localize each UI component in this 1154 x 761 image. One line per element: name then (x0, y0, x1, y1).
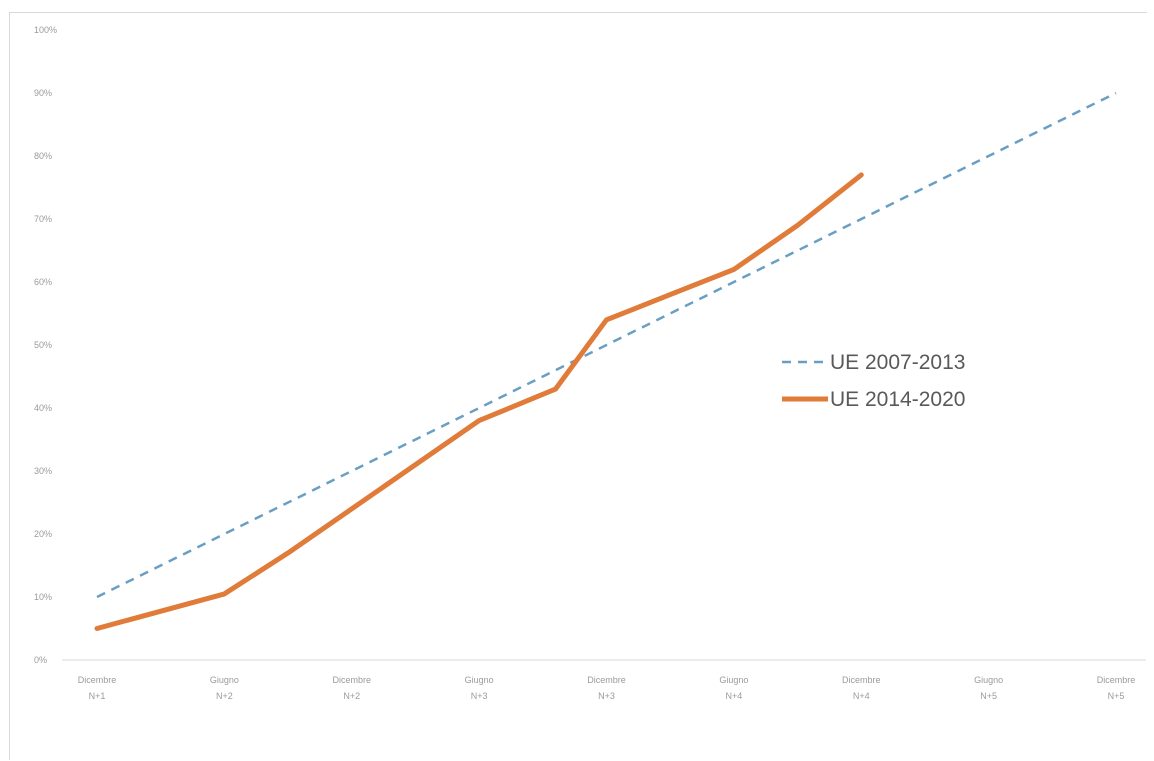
series-line-ue-2007-2013 (96, 91, 1117, 599)
x-tick-label: Dicembre N+5 (1097, 675, 1136, 701)
y-tick-label: 0% (34, 655, 47, 665)
x-tick-label: Dicembre N+3 (587, 675, 626, 701)
y-tick-label: 80% (34, 151, 52, 161)
axis-layer: 0% 10% 20% 30% 40% 50% 60% 70% 80% 90% 100% Dicembr… (34, 25, 1146, 701)
y-tick-label: 20% (34, 529, 52, 539)
x-tick-label: Dicembre N+4 (842, 675, 881, 701)
chart-frame (9, 12, 1147, 760)
series-layer (94, 91, 1117, 631)
y-tick-label: 90% (34, 88, 52, 98)
y-tick-label: 50% (34, 340, 52, 350)
x-tick-label: Dicembre N+2 (332, 675, 371, 701)
y-tick-label: 30% (34, 466, 52, 476)
x-tick-label: Giugno N+5 (974, 675, 1003, 701)
series-line-ue-2014-2020 (94, 172, 864, 631)
y-tick-label: 40% (34, 403, 52, 413)
x-tick-label: Giugno N+3 (465, 675, 494, 701)
y-tick-label: 60% (34, 277, 52, 287)
x-tick-label: Giugno N+2 (210, 675, 239, 701)
legend-label: UE 2014-2020 (830, 388, 965, 411)
legend: UE 2007-2013 UE 2014-2020 (782, 351, 965, 411)
y-tick-label: 100% (34, 25, 57, 35)
y-tick-label: 70% (34, 214, 52, 224)
y-tick-label: 10% (34, 592, 52, 602)
x-tick-label: Dicembre N+1 (78, 675, 117, 701)
legend-label: UE 2007-2013 (830, 351, 965, 374)
x-tick-label: Giugno N+4 (719, 675, 748, 701)
